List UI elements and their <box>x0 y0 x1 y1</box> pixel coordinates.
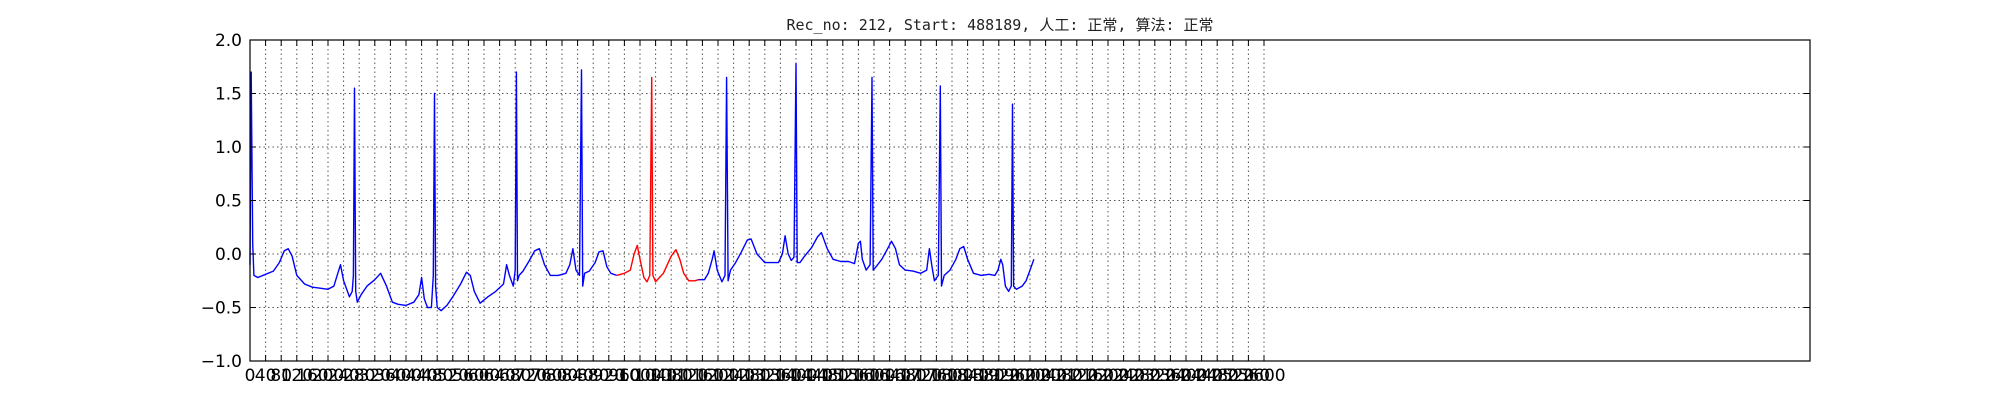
x-tick-label: 1680 <box>884 366 927 386</box>
x-tick-label: 2320 <box>1133 366 1176 386</box>
ecg-series-2 <box>616 76 699 283</box>
x-tick-label: 840 <box>561 366 593 386</box>
x-tick-label: 1720 <box>899 366 942 386</box>
x-tick-label: 1280 <box>728 366 771 386</box>
x-tick-label: 400 <box>390 366 422 386</box>
x-tick-label: 360 <box>374 366 406 386</box>
x-tick-label: 1400 <box>774 366 817 386</box>
x-tick-label: 1960 <box>993 366 1036 386</box>
y-tick-label: −0.5 <box>201 299 242 319</box>
x-tick-label: 1840 <box>946 366 989 386</box>
x-tick-label: 1480 <box>806 366 849 386</box>
x-tick-label: 1080 <box>650 366 693 386</box>
x-tick-label: 2440 <box>1180 366 1223 386</box>
x-tick-label: 1040 <box>634 366 677 386</box>
x-tick-label: 920 <box>593 366 625 386</box>
x-tick-label: 1160 <box>681 366 724 386</box>
x-tick-label: 2280 <box>1118 366 1161 386</box>
x-tick-label: 2160 <box>1071 366 1114 386</box>
x-tick-label: 880 <box>577 366 609 386</box>
x-tick-label: 280 <box>343 366 375 386</box>
x-tick-label: 1120 <box>665 366 708 386</box>
y-tick-label: 1.5 <box>215 85 242 105</box>
x-tick-label: 120 <box>281 366 313 386</box>
y-tick-label: 1.0 <box>215 138 242 158</box>
series-layer <box>249 62 1035 312</box>
x-tick-label: 1000 <box>618 366 661 386</box>
x-tick-label: 240 <box>327 366 359 386</box>
x-tick-label: 1760 <box>915 366 958 386</box>
x-tick-label: 2000 <box>1008 366 1051 386</box>
ecg-series-3 <box>698 62 1035 293</box>
x-tick-label: 1440 <box>790 366 833 386</box>
x-tick-label: 960 <box>608 366 640 386</box>
x-tick-label: 680 <box>499 366 531 386</box>
x-tick-label: 440 <box>405 366 437 386</box>
x-tick-label: 600 <box>468 366 500 386</box>
x-tick-label: 200 <box>312 366 344 386</box>
y-tick-label: 0.0 <box>215 245 242 265</box>
x-tick-label: 1920 <box>977 366 1020 386</box>
x-tick-label: 2360 <box>1149 366 1192 386</box>
x-tick-label: 1880 <box>962 366 1005 386</box>
x-tick-label: 160 <box>296 366 328 386</box>
x-tick-label: 2040 <box>1024 366 1067 386</box>
x-tick-label: 2600 <box>1242 366 1285 386</box>
x-tick-label: 1520 <box>821 366 864 386</box>
y-tick-label: −1.0 <box>201 352 242 372</box>
x-tick-label: 760 <box>530 366 562 386</box>
x-tick-label: 40 <box>255 366 277 386</box>
x-tick-label: 2200 <box>1086 366 1129 386</box>
x-tick-label: 2120 <box>1055 366 1098 386</box>
x-tick-label: 1360 <box>759 366 802 386</box>
x-tick-label: 1320 <box>743 366 786 386</box>
x-tick-label: 1640 <box>868 366 911 386</box>
x-tick-label: 1200 <box>696 366 739 386</box>
x-tick-label: 560 <box>452 366 484 386</box>
x-tick-label: 2080 <box>1040 366 1083 386</box>
x-tick-label: 2520 <box>1211 366 1254 386</box>
x-tick-label: 1600 <box>852 366 895 386</box>
x-tick-label: 2480 <box>1196 366 1239 386</box>
x-tick-label: 1800 <box>930 366 973 386</box>
x-tick-label: 640 <box>483 366 515 386</box>
x-tick-label: 1560 <box>837 366 880 386</box>
x-tick-label: 2400 <box>1164 366 1207 386</box>
x-tick-label: 2560 <box>1227 366 1270 386</box>
y-tick-label: 0.5 <box>215 192 242 212</box>
x-tick-label: 80 <box>270 366 292 386</box>
x-tick-label: 0 <box>245 366 256 386</box>
tick-labels: −1.0−0.50.00.51.01.52.00 4080120160200240… <box>201 31 1286 386</box>
x-tick-label: 2240 <box>1102 366 1145 386</box>
y-tick-label: 2.0 <box>215 31 242 51</box>
x-tick-label: 480 <box>421 366 453 386</box>
x-tick-label: 1240 <box>712 366 755 386</box>
x-tick-label: 720 <box>515 366 547 386</box>
ecg-series-1 <box>249 69 617 312</box>
plot-frame <box>249 39 1811 362</box>
x-tick-label: 800 <box>546 366 578 386</box>
x-tick-label: 520 <box>437 366 469 386</box>
x-tick-label: 320 <box>359 366 391 386</box>
chart-title: Rec_no: 212, Start: 488189, 人工: 正常, 算法: … <box>786 16 1213 34</box>
